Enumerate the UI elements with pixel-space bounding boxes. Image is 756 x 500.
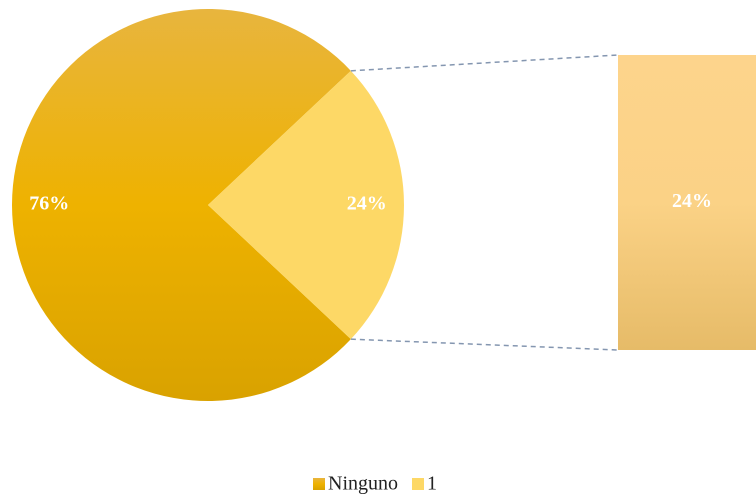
pie-slice	[208, 70, 404, 340]
secondary-bar	[618, 55, 756, 350]
legend-swatch	[313, 478, 325, 490]
connector-line	[350, 338, 619, 351]
legend-label: Ninguno	[328, 473, 398, 495]
legend-label: 1	[427, 473, 437, 495]
pie-slice	[11, 8, 351, 401]
data-label: 24%	[347, 193, 387, 215]
connector-line	[350, 54, 619, 72]
data-label: 76%	[29, 193, 69, 215]
data-label: 24%	[672, 190, 712, 212]
legend-swatch	[412, 478, 424, 490]
